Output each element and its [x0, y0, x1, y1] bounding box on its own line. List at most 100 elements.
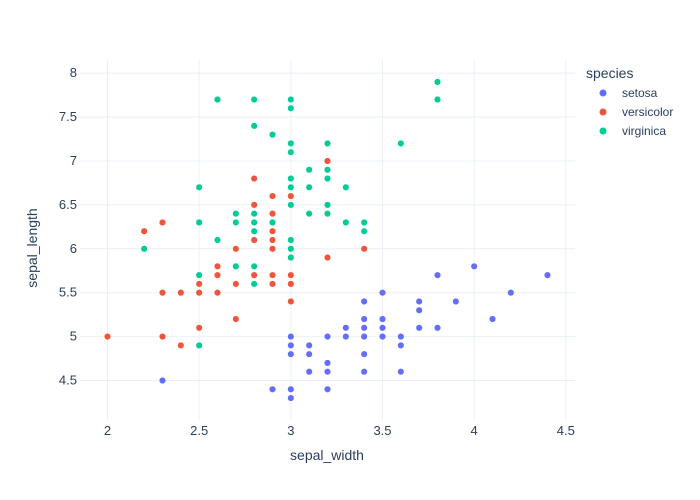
data-point-virginica	[287, 95, 295, 104]
data-point-virginica	[433, 95, 442, 104]
data-point-virginica	[213, 95, 222, 104]
x-tick-label: 4.5	[557, 423, 575, 438]
data-point-setosa	[378, 289, 387, 297]
data-point-virginica	[305, 183, 313, 191]
data-point-versicolor	[177, 341, 185, 349]
data-point-virginica	[323, 174, 332, 183]
data-point-setosa	[378, 333, 387, 341]
y-tick-label: 7.5	[59, 109, 77, 124]
data-point-virginica	[250, 262, 258, 270]
legend-item-setosa[interactable]: setosa	[599, 86, 658, 100]
data-point-virginica	[268, 218, 277, 226]
data-point-setosa	[433, 324, 442, 332]
data-point-versicolor	[140, 227, 148, 235]
data-point-setosa	[287, 341, 295, 349]
y-tick-labels: 4.5 5 5.5 6 6.5 7 7.5 8	[59, 65, 77, 387]
y-tick-label: 8	[70, 65, 77, 80]
data-point-versicolor	[268, 280, 277, 288]
data-point-setosa	[507, 289, 515, 297]
data-point-virginica	[250, 95, 258, 104]
legend-item-versicolor[interactable]: versicolor	[599, 105, 674, 119]
y-tick-label: 6.5	[59, 197, 77, 212]
x-axis-title: sepal_width	[290, 447, 364, 463]
data-point-versicolor	[213, 271, 222, 279]
data-point-versicolor	[287, 192, 295, 200]
data-point-virginica	[250, 227, 258, 235]
data-point-versicolor	[323, 254, 332, 262]
data-point-setosa	[287, 333, 295, 341]
data-point-setosa	[360, 297, 368, 306]
data-point-setosa	[305, 368, 313, 376]
legend-label: virginica	[622, 124, 666, 138]
data-point-setosa	[378, 324, 387, 332]
data-point-virginica	[250, 122, 258, 130]
data-point-virginica	[195, 218, 203, 226]
data-point-setosa	[415, 297, 423, 306]
data-point-versicolor	[250, 271, 258, 279]
data-point-setosa	[360, 333, 368, 341]
data-point-versicolor	[268, 271, 277, 279]
data-point-versicolor	[158, 289, 167, 297]
data-point-virginica	[360, 218, 368, 226]
data-point-virginica	[287, 245, 295, 253]
data-point-virginica	[342, 183, 350, 191]
data-point-virginica	[323, 210, 332, 218]
data-point-virginica	[250, 218, 258, 226]
data-point-setosa	[268, 385, 277, 393]
data-point-versicolor	[268, 236, 277, 244]
data-point-setosa	[323, 368, 332, 376]
x-tick-label: 2.5	[190, 423, 208, 438]
x-tick-label: 2	[104, 423, 111, 438]
data-point-setosa	[342, 324, 350, 332]
data-point-versicolor	[268, 245, 277, 253]
data-point-versicolor	[232, 245, 240, 253]
data-point-virginica	[287, 104, 295, 112]
data-point-versicolor	[213, 262, 222, 270]
legend-item-virginica[interactable]: virginica	[599, 124, 667, 138]
data-point-virginica	[287, 148, 295, 156]
data-point-versicolor	[195, 280, 203, 288]
data-point-versicolor	[250, 201, 258, 209]
y-tick-label: 6	[70, 241, 77, 256]
data-point-versicolor	[195, 324, 203, 332]
y-tick-label: 4.5	[59, 372, 77, 387]
data-point-setosa	[323, 385, 332, 393]
data-point-setosa	[397, 333, 405, 341]
data-point-versicolor	[287, 297, 295, 306]
data-point-virginica	[268, 131, 277, 139]
data-point-setosa	[360, 368, 368, 376]
data-points	[103, 78, 552, 402]
legend-label: versicolor	[622, 105, 673, 119]
data-point-setosa	[360, 350, 368, 358]
data-point-virginica	[232, 262, 240, 270]
data-point-setosa	[397, 341, 405, 349]
y-axis-title: sepal_length	[24, 208, 40, 287]
data-point-versicolor	[268, 192, 277, 200]
data-point-virginica	[323, 201, 332, 209]
legend-marker	[599, 108, 607, 116]
data-point-setosa	[378, 315, 387, 323]
series-virginica	[140, 78, 442, 349]
data-point-setosa	[452, 297, 460, 306]
data-point-virginica	[195, 341, 203, 349]
data-point-setosa	[305, 341, 313, 349]
data-point-versicolor	[287, 280, 295, 288]
data-point-virginica	[305, 166, 313, 174]
data-point-setosa	[415, 306, 423, 314]
legend[interactable]: species setosa versicolor virginica	[586, 65, 673, 138]
data-point-versicolor	[268, 210, 277, 218]
data-point-virginica	[250, 280, 258, 288]
data-point-virginica	[232, 210, 240, 218]
data-point-versicolor	[177, 289, 185, 297]
data-point-virginica	[287, 201, 295, 209]
y-tick-label: 5	[70, 329, 77, 344]
data-point-versicolor	[158, 333, 167, 341]
data-point-versicolor	[158, 218, 167, 226]
legend-marker	[599, 127, 607, 135]
data-point-versicolor	[323, 157, 332, 165]
data-point-versicolor	[268, 227, 277, 235]
series-versicolor	[103, 157, 368, 349]
data-point-virginica	[287, 139, 295, 147]
data-point-virginica	[232, 218, 240, 226]
